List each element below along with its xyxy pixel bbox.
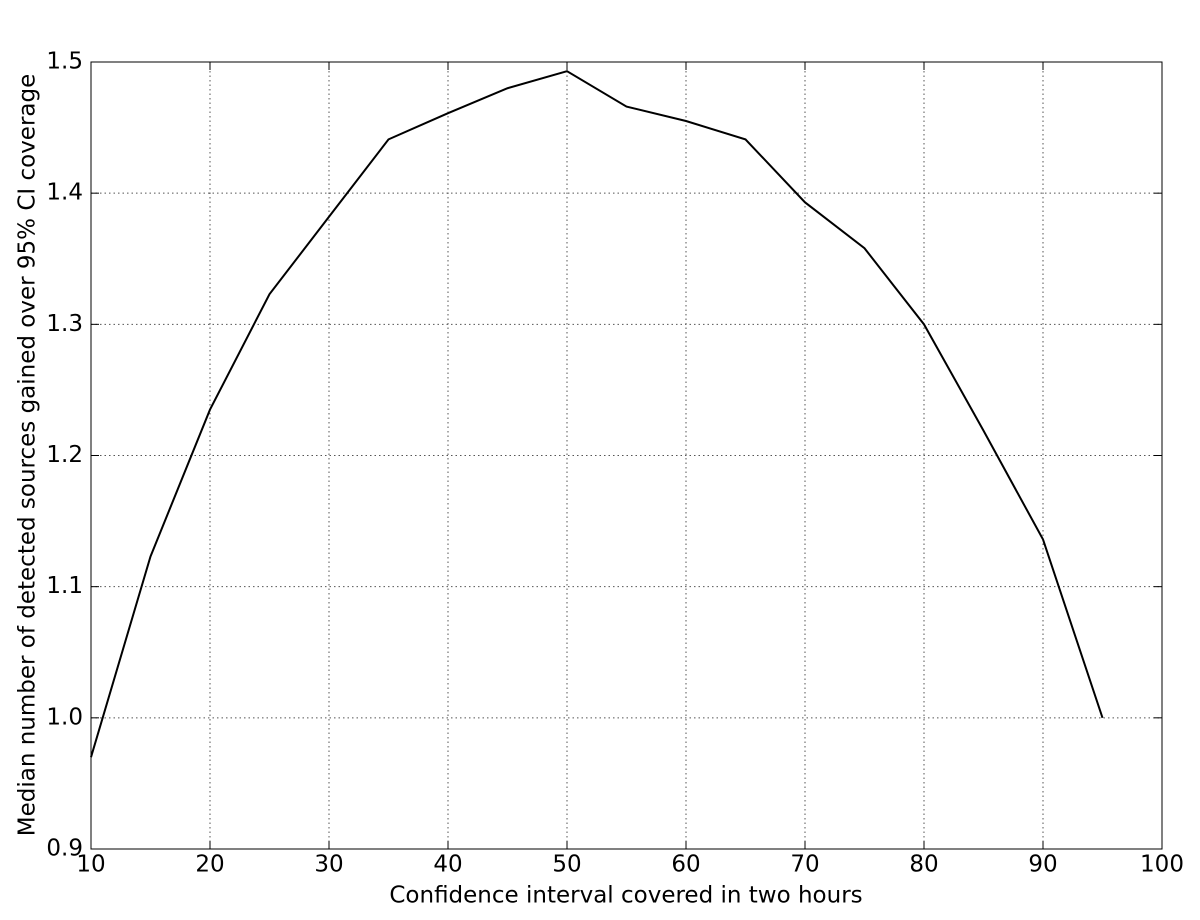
- plot-frame: [90, 61, 1163, 850]
- x-tick-label: 70: [790, 852, 819, 878]
- y-tick-label: 1.2: [46, 442, 83, 468]
- x-axis-label: Confidence interval covered in two hours: [389, 883, 862, 909]
- x-tick-label: 20: [195, 852, 224, 878]
- x-tick-label: 80: [909, 852, 938, 878]
- x-tick-label: 90: [1028, 852, 1057, 878]
- y-tick-label: 0.9: [46, 836, 83, 862]
- x-tick-label: 100: [1140, 852, 1184, 878]
- x-tick-label: 10: [76, 852, 105, 878]
- x-tick-label: 60: [671, 852, 700, 878]
- y-tick-label: 1.4: [46, 180, 83, 206]
- y-tick-label: 1.5: [46, 49, 83, 75]
- x-tick-label: 40: [433, 852, 462, 878]
- x-tick-label: 50: [552, 852, 581, 878]
- y-axis-label: Median number of detected sources gained…: [15, 74, 41, 837]
- y-tick-label: 1.0: [46, 704, 83, 730]
- y-tick-label: 1.1: [46, 573, 83, 599]
- x-tick-label: 30: [314, 852, 343, 878]
- y-tick-label: 1.3: [46, 311, 83, 337]
- data-line: [90, 70, 1104, 758]
